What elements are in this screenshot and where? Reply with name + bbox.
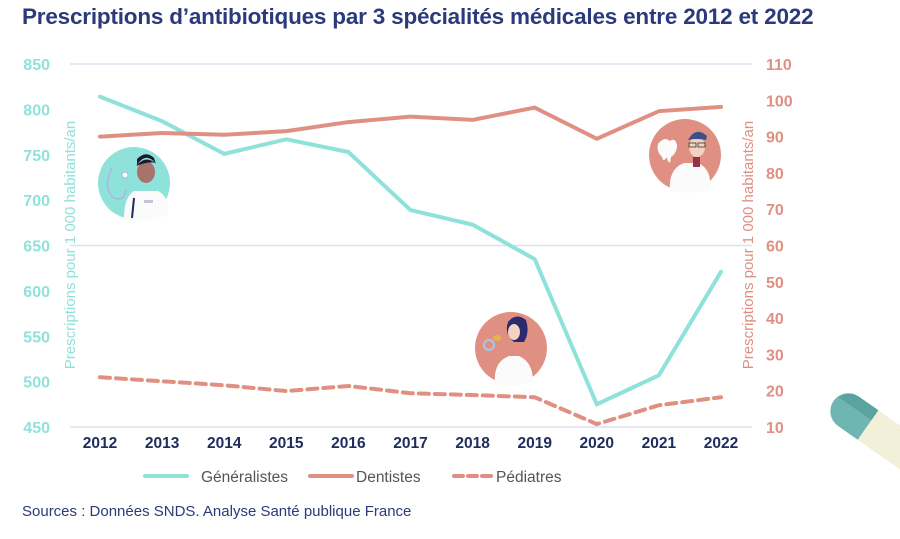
x-tick-label: 2018 [455, 435, 490, 452]
left-tick-label: 800 [23, 102, 50, 119]
left-tick-label: 700 [23, 193, 50, 210]
left-tick-label: 550 [23, 329, 50, 346]
x-tick-label: 2021 [642, 435, 677, 452]
gridlines [70, 63, 752, 428]
x-axis-ticks: 2012 2013 2014 2015 2016 2017 2018 2019 2020 2021… [83, 435, 738, 452]
series-line-pediatres [98, 375, 723, 427]
x-tick-label: 2022 [704, 435, 738, 452]
pill-capsule-icon [830, 393, 900, 475]
chart-title: Prescriptions d’antibiotiques par 3 spéc… [22, 4, 814, 29]
left-tick-label: 650 [23, 239, 50, 256]
x-tick-label: 2015 [269, 435, 304, 452]
legend-item-generalistes: Généralistes [143, 469, 288, 486]
x-tick-label: 2013 [145, 435, 180, 452]
dentist-icon [649, 119, 721, 193]
left-tick-label: 450 [23, 420, 50, 437]
right-tick-label: 40 [766, 311, 784, 328]
right-tick-label: 90 [766, 130, 784, 147]
right-tick-label: 70 [766, 202, 784, 219]
series-line-dentistes [98, 104, 723, 141]
left-axis-ticks: 450 500 550 600 650 700 750 800 850 [23, 57, 50, 437]
left-tick-label: 500 [23, 375, 50, 392]
x-tick-label: 2020 [580, 435, 614, 452]
series-line-generalistes [98, 94, 723, 408]
x-tick-label: 2014 [207, 435, 242, 452]
right-tick-label: 50 [766, 275, 784, 292]
left-tick-label: 750 [23, 148, 50, 165]
x-tick-label: 2016 [331, 435, 366, 452]
right-axis-ticks: 10 20 30 40 50 60 70 80 90 100 110 [766, 57, 793, 437]
right-tick-label: 110 [766, 57, 792, 74]
left-tick-label: 600 [23, 284, 50, 301]
right-tick-label: 10 [766, 420, 784, 437]
legend-label-generalistes: Généralistes [201, 469, 288, 486]
right-tick-label: 100 [766, 93, 793, 110]
legend-item-dentistes: Dentistes [308, 469, 421, 486]
legend: Généralistes Dentistes Pédiatres [143, 469, 562, 486]
legend-label-pediatres: Pédiatres [496, 469, 562, 486]
pediatrician-icon [475, 312, 547, 386]
right-tick-label: 60 [766, 239, 784, 256]
legend-label-dentistes: Dentistes [356, 469, 421, 486]
left-tick-label: 850 [23, 57, 50, 74]
right-tick-label: 30 [766, 347, 784, 364]
source-note: Sources : Données SNDS. Analyse Santé pu… [22, 503, 412, 520]
right-tick-label: 80 [766, 166, 784, 183]
legend-item-pediatres: Pédiatres [452, 469, 562, 486]
x-tick-label: 2019 [517, 435, 552, 452]
right-tick-label: 20 [766, 384, 784, 401]
right-axis-label: Prescriptions pour 1 000 habitants/an [740, 121, 757, 370]
left-axis-label: Prescriptions pour 1 000 habitants/an [62, 121, 79, 370]
x-tick-label: 2012 [83, 435, 117, 452]
x-tick-label: 2017 [393, 435, 427, 452]
series-lines [98, 94, 723, 427]
generaliste-doctor-icon [98, 147, 170, 221]
